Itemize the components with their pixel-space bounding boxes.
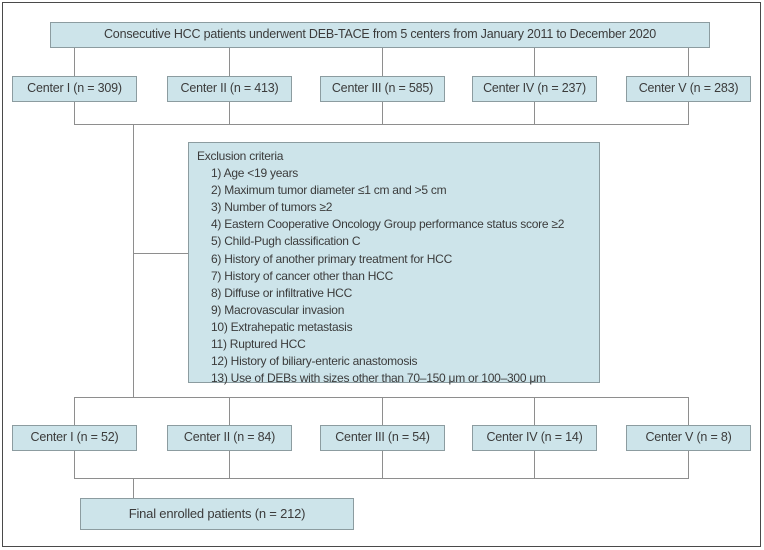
- center4-initial-label: Center IV (n = 237): [483, 81, 586, 96]
- exclusion-item: 8) Diffuse or infiltrative HCC: [211, 285, 352, 300]
- exclusion-item: 4) Eastern Cooperative Oncology Group pe…: [211, 217, 565, 232]
- connector-center4b-down: [534, 451, 535, 478]
- collector-line-row2: [74, 478, 689, 479]
- center1-initial-box: Center I (n = 309): [12, 76, 137, 102]
- center5-included-label: Center V (n = 8): [645, 430, 732, 445]
- center3-initial-box: Center III (n = 585): [320, 76, 445, 102]
- connector-to-final: [133, 478, 134, 498]
- center4-included-box: Center IV (n = 14): [472, 425, 597, 451]
- center3-included-label: Center III (n = 54): [335, 430, 430, 445]
- collector-line-row1: [74, 124, 689, 125]
- connector-top-to-center2: [229, 48, 230, 76]
- exclusion-item: 5) Child-Pugh classification C: [211, 234, 361, 249]
- connector-down-center4b: [534, 397, 535, 425]
- connector-center5-down: [688, 102, 689, 124]
- connector-center3b-down: [382, 451, 383, 478]
- connector-down-center5b: [688, 397, 689, 425]
- top-box-consecutive-patients: Consecutive HCC patients underwent DEB-T…: [50, 22, 710, 48]
- final-enrolled-label: Final enrolled patients (n = 212): [128, 505, 306, 521]
- connector-center2b-down: [229, 451, 230, 478]
- center5-included-box: Center V (n = 8): [626, 425, 751, 451]
- connector-top-to-center5: [688, 48, 689, 76]
- center2-initial-label: Center II (n = 413): [180, 81, 279, 96]
- center4-included-label: Center IV (n = 14): [486, 430, 583, 445]
- exclusion-item: 10) Extrahepatic metastasis: [211, 319, 353, 334]
- center5-initial-box: Center V (n = 283): [626, 76, 751, 102]
- connector-center2-down: [229, 102, 230, 124]
- connector-top-to-center1: [74, 48, 75, 76]
- exclusion-item: 7) History of cancer other than HCC: [211, 268, 393, 283]
- center2-included-box: Center II (n = 84): [167, 425, 292, 451]
- branch-to-exclusion: [133, 253, 188, 254]
- exclusion-item: 12) History of biliary-enteric anastomos…: [211, 354, 418, 369]
- center3-included-box: Center III (n = 54): [320, 425, 445, 451]
- center2-included-label: Center II (n = 84): [183, 430, 276, 445]
- connector-center4-down: [534, 102, 535, 124]
- connector-down-center2b: [229, 397, 230, 425]
- top-box-label: Consecutive HCC patients underwent DEB-T…: [103, 27, 657, 42]
- connector-down-center3b: [382, 397, 383, 425]
- connector-top-to-center4: [534, 48, 535, 76]
- center1-included-label: Center I (n = 52): [30, 430, 119, 445]
- exclusion-item: 11) Ruptured HCC: [211, 337, 306, 352]
- distributor-line-row2: [74, 397, 689, 398]
- exclusion-item: 9) Macrovascular invasion: [211, 302, 345, 317]
- exclusion-item: 3) Number of tumors ≥2: [211, 200, 333, 215]
- final-enrolled-box: Final enrolled patients (n = 212): [80, 498, 354, 530]
- exclusion-title: Exclusion criteria: [197, 149, 284, 163]
- exclusion-item: 13) Use of DEBs with sizes other than 70…: [211, 371, 546, 386]
- exclusion-criteria-box: Exclusion criteria 1) Age <19 years 2) M…: [188, 142, 600, 385]
- center2-initial-box: Center II (n = 413): [167, 76, 292, 102]
- main-trunk-line: [133, 124, 134, 397]
- connector-down-center1b: [74, 397, 75, 425]
- connector-center3-down: [382, 102, 383, 124]
- center1-included-box: Center I (n = 52): [12, 425, 137, 451]
- connector-center1b-down: [74, 451, 75, 478]
- center4-initial-box: Center IV (n = 237): [472, 76, 597, 102]
- exclusion-item: 6) History of another primary treatment …: [211, 251, 452, 266]
- center3-initial-label: Center III (n = 585): [331, 81, 434, 96]
- connector-center1-down: [74, 102, 75, 124]
- connector-center5b-down: [688, 451, 689, 478]
- center5-initial-label: Center V (n = 283): [638, 81, 739, 96]
- connector-top-to-center3: [382, 48, 383, 76]
- exclusion-item: 2) Maximum tumor diameter ≤1 cm and >5 c…: [211, 183, 447, 198]
- exclusion-item: 1) Age <19 years: [211, 166, 299, 181]
- center1-initial-label: Center I (n = 309): [27, 81, 122, 96]
